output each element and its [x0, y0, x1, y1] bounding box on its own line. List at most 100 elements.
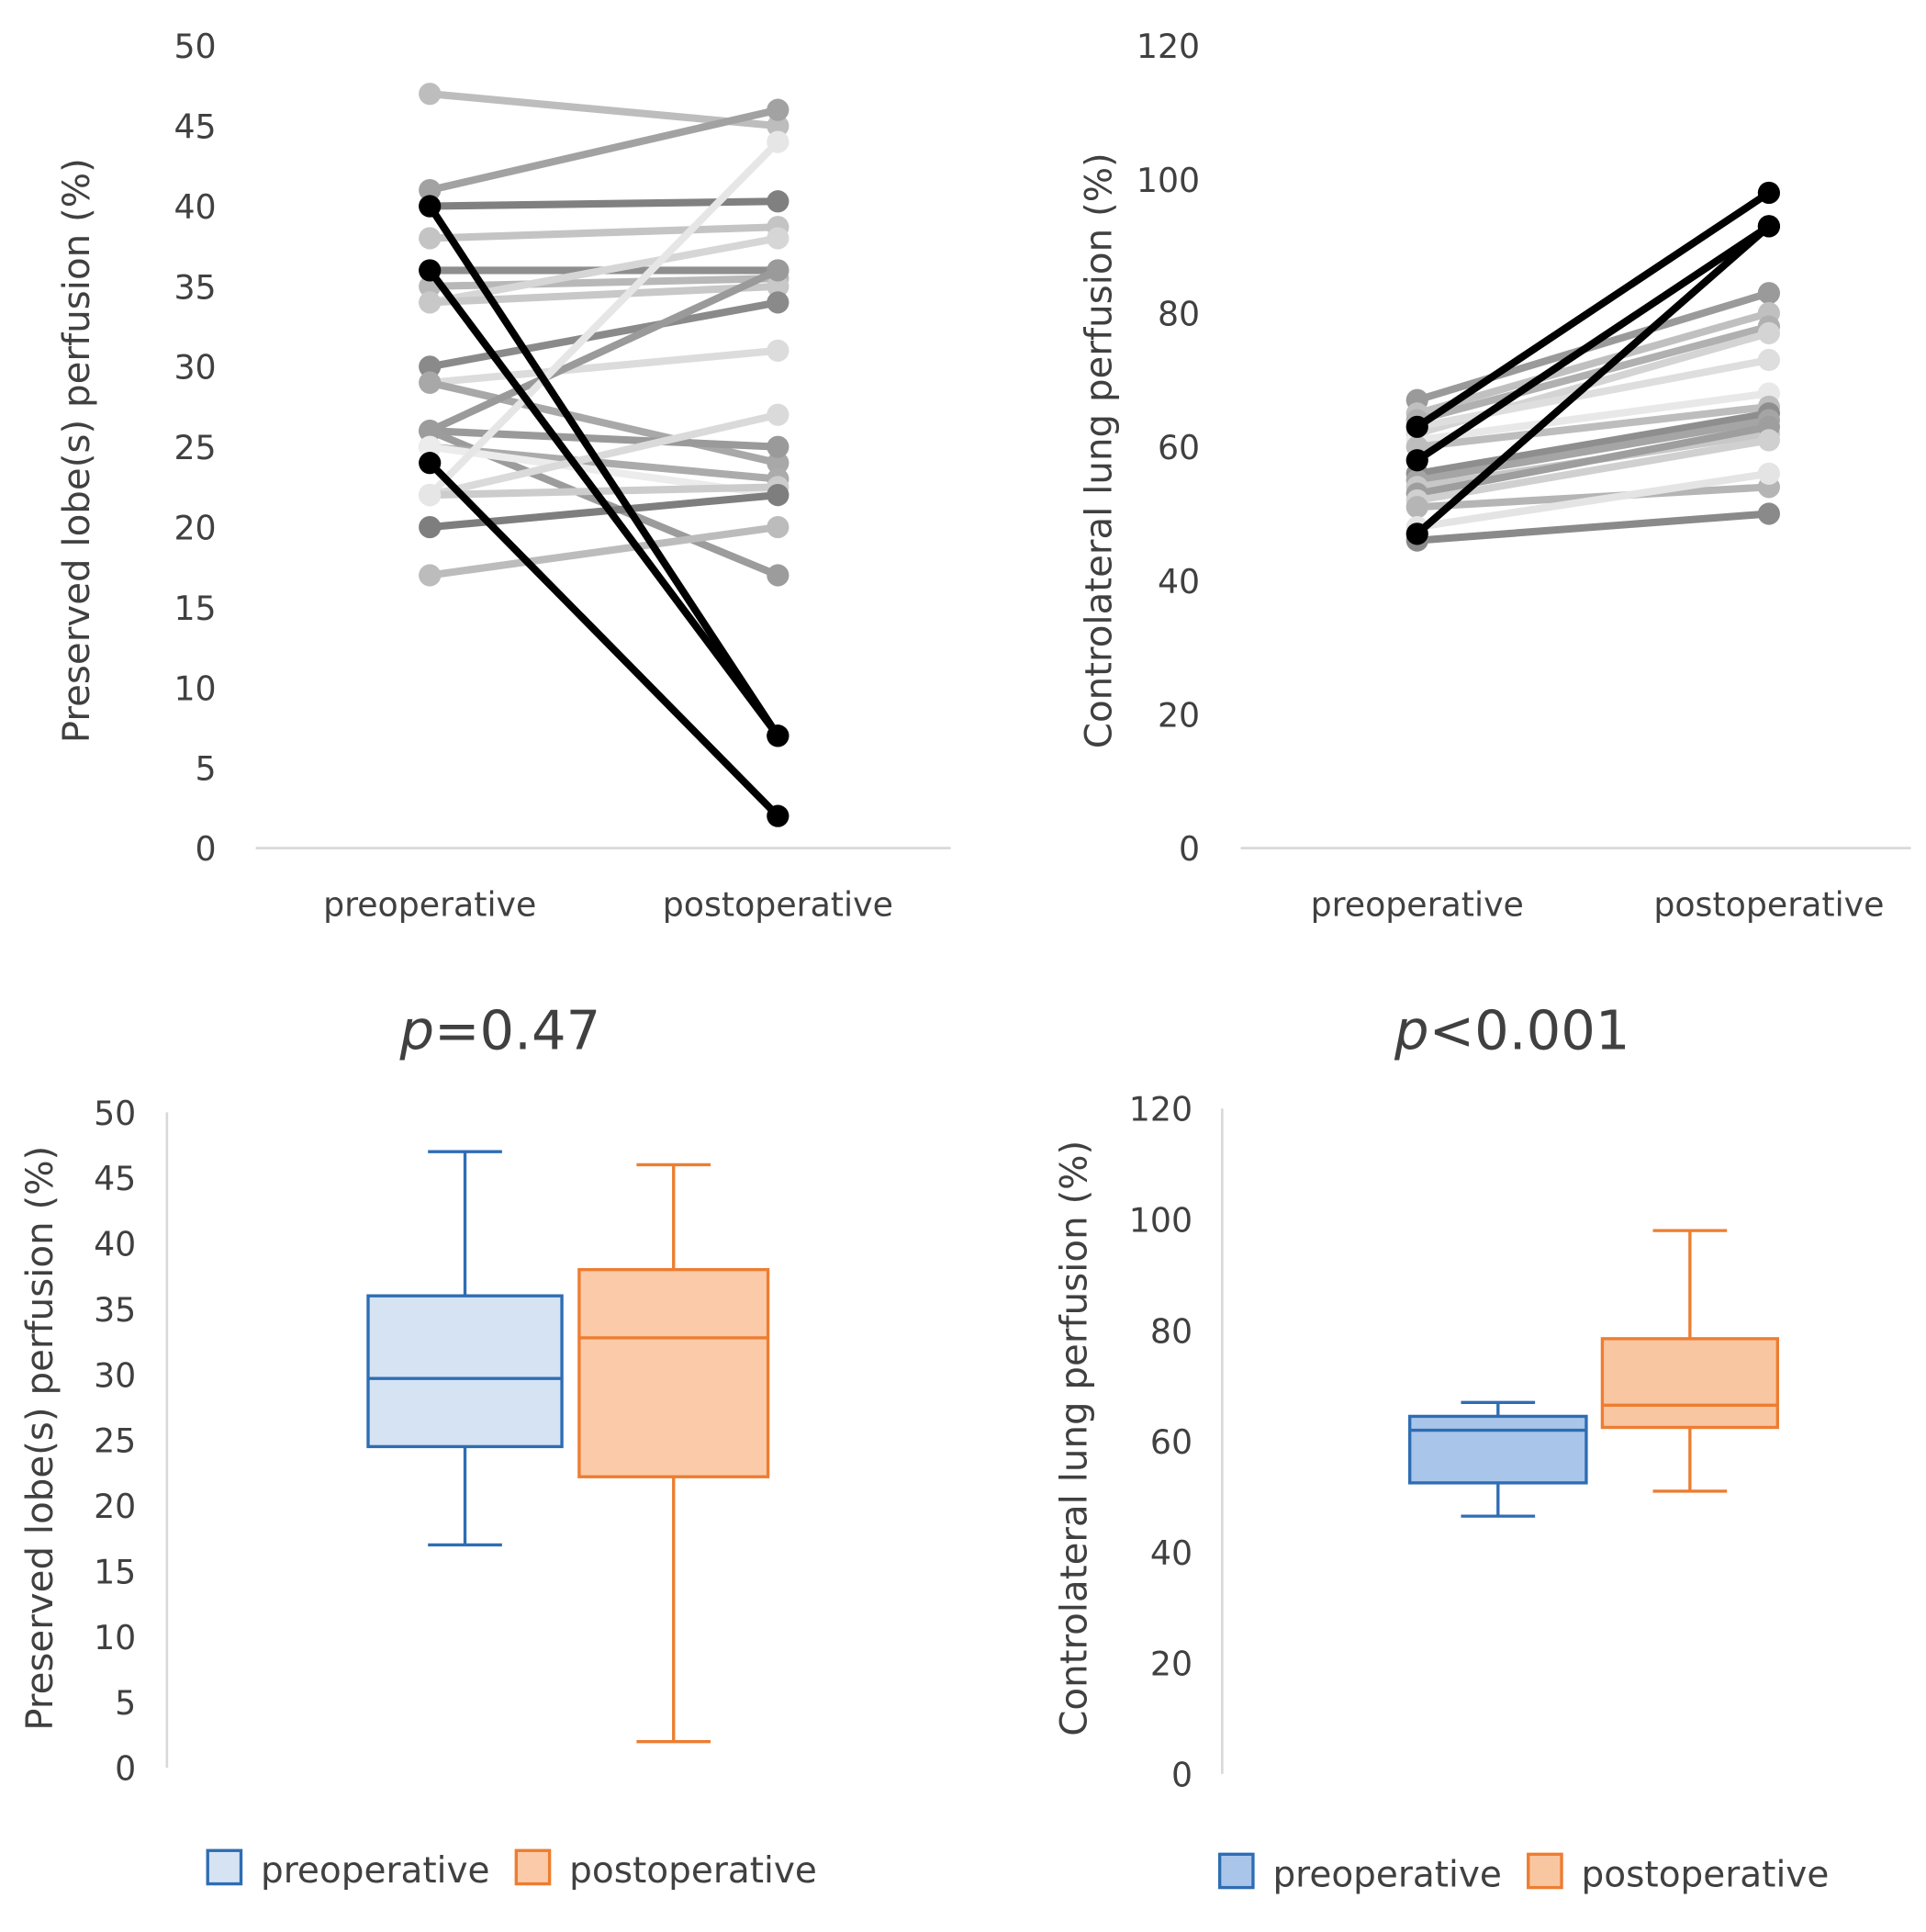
y-tick-label: 25 [174, 428, 216, 467]
patient-series [419, 130, 789, 507]
y-tick-label: 20 [94, 1487, 136, 1526]
y-tick-label: 5 [196, 749, 217, 789]
data-point-post [1757, 502, 1780, 525]
y-tick-label: 80 [1158, 294, 1200, 333]
series-line [426, 204, 781, 738]
patient-series [419, 371, 789, 475]
series-line [429, 410, 779, 500]
series-line [1416, 322, 1770, 424]
p-value-title: p=0.47 [398, 999, 600, 1062]
box-preoperative [1407, 1400, 1588, 1518]
patient-series [419, 83, 789, 138]
data-point-post [1757, 282, 1780, 305]
data-point-pre [419, 564, 442, 587]
y-tick-label: 35 [174, 267, 216, 307]
y-tick-label: 0 [1171, 1755, 1193, 1794]
x-tick-label: postoperative [1653, 885, 1884, 925]
legend-swatch [206, 1848, 243, 1886]
p-value: =0.47 [434, 999, 600, 1062]
series-line [430, 197, 778, 210]
y-axis-label: Preserved lobe(s) perfusion (%) [18, 1146, 62, 1731]
y-tick-label: 60 [1150, 1422, 1193, 1462]
legend-swatch [1217, 1852, 1255, 1890]
data-point-pre [419, 420, 442, 443]
data-point-post [767, 339, 789, 362]
y-tick-label: 120 [1129, 1090, 1193, 1129]
data-point-post [767, 275, 789, 298]
series-line [1417, 402, 1770, 451]
data-point-post [1757, 348, 1780, 372]
y-tick-label: 100 [1137, 161, 1200, 200]
data-point-post [767, 115, 789, 138]
y-tick-label: 10 [174, 668, 216, 708]
series-line [430, 275, 778, 290]
data-point-pre [419, 259, 442, 282]
y-tick-label: 20 [1150, 1645, 1193, 1684]
y-tick-label: 15 [94, 1552, 136, 1591]
y-tick-label: 25 [94, 1421, 136, 1461]
data-point-pre [419, 371, 442, 394]
y-tick-label: 30 [174, 348, 216, 388]
data-point-post [767, 190, 789, 213]
patient-series [419, 291, 789, 378]
chart-preserved-lobe-boxplot: 0 5 10 15 20 25 30 35 40 45 50 Preserved lobe(s) pe… [18, 999, 817, 1892]
y-tick-label: 40 [94, 1225, 136, 1264]
box-postoperative [577, 1163, 770, 1744]
series-line [429, 378, 779, 467]
box-preoperative [366, 1150, 564, 1547]
data-point-post [767, 452, 789, 475]
series-line [429, 523, 778, 579]
legend-label: postoperative [1582, 1854, 1830, 1895]
data-point-pre [419, 484, 442, 507]
patient-series [419, 98, 789, 202]
data-point-pre [419, 195, 442, 218]
series-line [427, 460, 781, 819]
y-tick-label: 100 [1129, 1200, 1193, 1240]
data-point-pre [419, 452, 442, 475]
y-tick-label: 0 [196, 829, 217, 869]
y-tick-label: 5 [115, 1683, 136, 1723]
iqr-box [1407, 1414, 1588, 1485]
data-point-post [767, 564, 789, 587]
legend-label: preoperative [261, 1850, 489, 1892]
y-tick-label: 15 [174, 589, 216, 628]
y-axis-label: Preserved lobe(s) perfusion (%) [55, 158, 98, 743]
x-tick-label: preoperative [323, 885, 536, 925]
data-point-pre [419, 355, 442, 378]
y-axis-label: Controlateral lung perfusion (%) [1052, 1140, 1095, 1736]
chart-preserved-lobe-paired: 0 5 10 15 20 25 30 35 40 45 50 Preserved lobe(s) pe… [55, 27, 951, 925]
series-line [1417, 416, 1770, 485]
data-point-post [767, 724, 789, 747]
data-point-pre [419, 515, 442, 539]
data-point-post [767, 98, 789, 121]
iqr-box [577, 1267, 770, 1478]
series-line [430, 223, 778, 242]
data-point-pre [1405, 449, 1428, 472]
y-tick-label: 40 [1158, 562, 1200, 601]
x-tick-label: postoperative [663, 885, 893, 925]
iqr-box [1600, 1337, 1779, 1430]
data-point-post [767, 484, 789, 507]
y-tick-label: 40 [1150, 1533, 1193, 1573]
iqr-box [366, 1294, 564, 1449]
data-point-post [1757, 181, 1780, 205]
y-tick-label: 30 [94, 1355, 136, 1395]
patient-series [419, 452, 789, 827]
y-tick-label: 120 [1137, 27, 1200, 66]
data-point-post [1757, 215, 1780, 238]
patient-series [419, 190, 789, 218]
series-line [1417, 436, 1770, 504]
patient-series [419, 515, 789, 587]
series-line [1417, 510, 1770, 545]
series-line [1416, 309, 1771, 418]
chart-controlateral-paired: 0 20 40 60 80 100 120 Controlateral lung perfus… [1077, 27, 1911, 925]
data-point-pre [1405, 415, 1428, 438]
y-tick-label: 50 [174, 27, 216, 66]
data-point-post [767, 130, 789, 153]
data-point-pre [419, 178, 442, 202]
y-axis-label: Controlateral lung perfusion (%) [1077, 152, 1120, 748]
p-value-title: p<0.001 [1394, 999, 1629, 1062]
series-line [1415, 189, 1772, 431]
data-point-pre [419, 83, 442, 106]
